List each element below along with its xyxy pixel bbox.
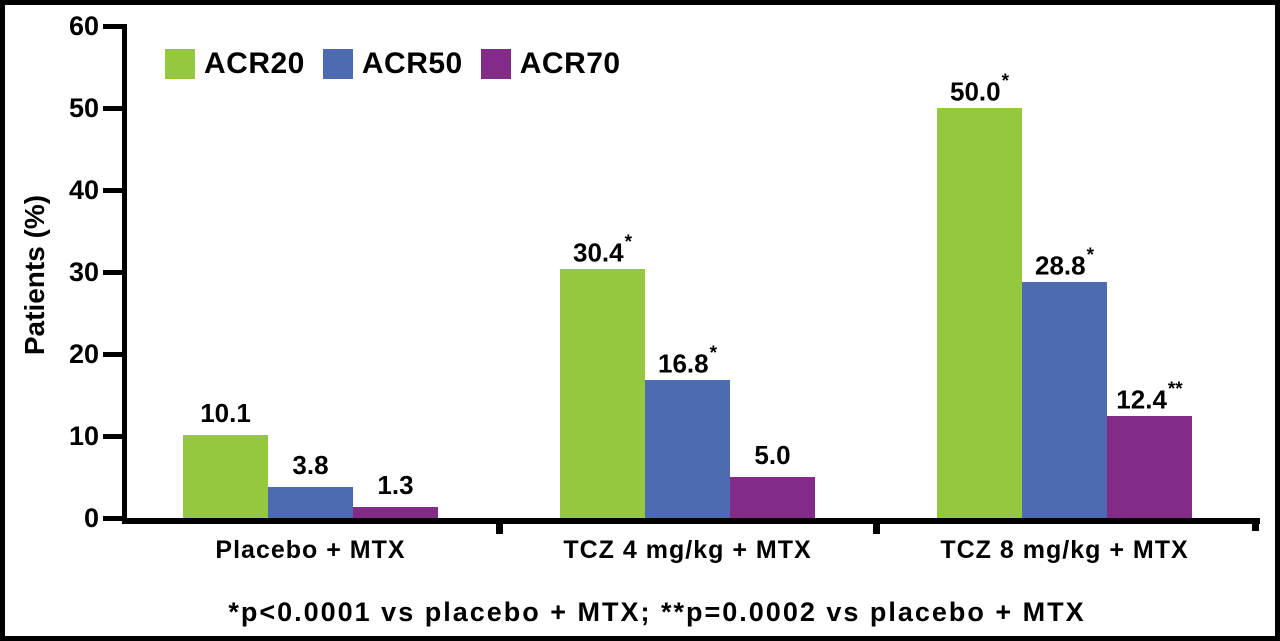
- y-axis-tick: [103, 270, 127, 275]
- y-axis-tick: [103, 188, 127, 193]
- x-axis-tick: [873, 518, 880, 534]
- bar-acr70-2: [730, 477, 815, 518]
- bar-value-label: 16.8*: [657, 343, 718, 379]
- y-tick-label: 30: [68, 257, 99, 287]
- significance-marker: *: [1001, 71, 1010, 92]
- y-tick-label: 10: [68, 421, 99, 451]
- legend-label: ACR50: [361, 47, 463, 80]
- legend-label: ACR70: [519, 47, 621, 80]
- bar-value-label: 1.3: [377, 470, 414, 500]
- x-category-label: Placebo + MTX: [215, 536, 406, 564]
- bar-acr20-3: [937, 108, 1022, 518]
- bar-value-label: 50.0*: [949, 71, 1010, 107]
- x-category-label: TCZ 4 mg/kg + MTX: [563, 536, 812, 564]
- legend-label: ACR20: [204, 47, 305, 80]
- significance-marker: *: [624, 232, 633, 253]
- bar-value-label: 10.1: [200, 398, 251, 428]
- significance-marker: *: [1086, 245, 1095, 266]
- x-axis-line: [122, 518, 1260, 524]
- bar-acr70-1: [353, 507, 438, 518]
- y-axis-tick: [103, 434, 127, 439]
- bar-acr70-3: [1107, 416, 1192, 518]
- bar-value-label: 3.8: [292, 450, 329, 480]
- bar-value-label: 30.4*: [572, 232, 633, 268]
- x-axis-end-tick: [1252, 518, 1259, 531]
- legend-item-acr70: ACR70: [480, 47, 621, 81]
- bar-value-label: 12.4**: [1116, 379, 1183, 415]
- legend-item-acr20: ACR20: [165, 47, 305, 81]
- legend-item-acr50: ACR50: [322, 47, 463, 81]
- bar-acr50-1: [268, 487, 353, 518]
- significance-footnote: *p<0.0001 vs placebo + MTX; **p=0.0002 v…: [228, 597, 1086, 627]
- bar-acr50-2: [645, 380, 730, 518]
- significance-marker: **: [1167, 379, 1183, 400]
- bar-acr20-1: [183, 435, 268, 518]
- x-axis-tick: [496, 518, 503, 534]
- x-category-label: TCZ 8 mg/kg + MTX: [940, 536, 1189, 564]
- y-axis-tick: [103, 24, 127, 29]
- y-axis-tick: [103, 352, 127, 357]
- bar-acr20-2: [560, 269, 645, 518]
- y-tick-label: 50: [68, 93, 99, 123]
- y-tick-label: 0: [83, 503, 99, 533]
- y-tick-label: 20: [68, 339, 99, 369]
- legend: ACR20 ACR50 ACR70: [165, 47, 621, 81]
- legend-swatch-icon: [165, 49, 195, 79]
- legend-swatch-icon: [322, 49, 353, 79]
- y-tick-label: 40: [68, 175, 99, 205]
- bar-value-label: 28.8*: [1034, 245, 1095, 281]
- legend-swatch-icon: [480, 49, 511, 79]
- y-axis-tick: [103, 516, 127, 521]
- plot-area: 0 10 20 30 40 50 60 10.1 30.4* 50.0* 3.8 16.8* 28.8*…: [5, 5, 1275, 636]
- y-tick-label: 60: [68, 11, 99, 41]
- bar-acr50-3: [1022, 282, 1107, 518]
- significance-marker: *: [709, 343, 718, 364]
- bar-value-label: 5.0: [754, 440, 791, 470]
- y-axis-tick: [103, 106, 127, 111]
